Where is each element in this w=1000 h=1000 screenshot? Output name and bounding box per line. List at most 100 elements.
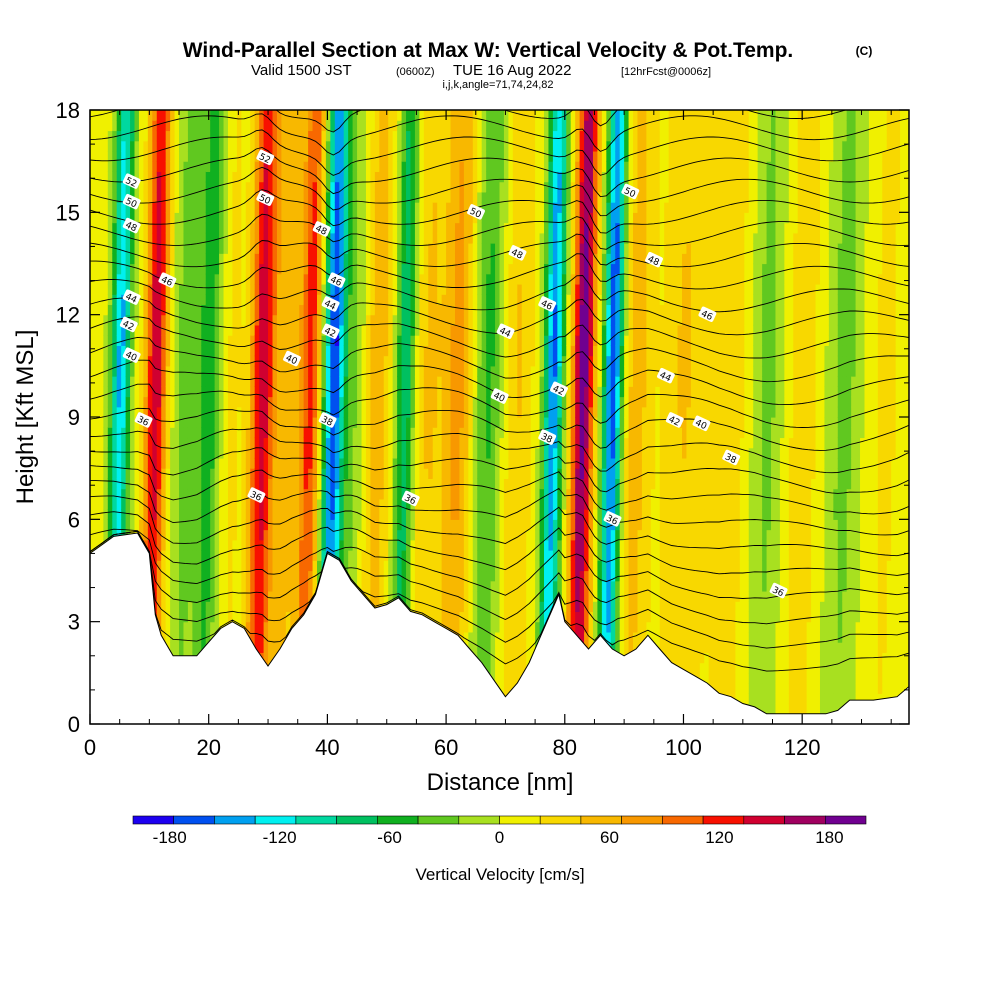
w-cell [428, 376, 434, 387]
w-cell [379, 314, 385, 326]
w-cell [285, 345, 291, 357]
w-cell [294, 457, 300, 469]
w-cell [285, 509, 291, 520]
w-cell [259, 550, 265, 561]
w-cell [236, 386, 242, 398]
w-cell [219, 294, 225, 306]
w-cell [205, 457, 211, 469]
w-cell [245, 161, 251, 172]
w-cell [214, 314, 220, 326]
w-cell [138, 478, 145, 490]
w-cell [361, 539, 367, 551]
w-cell [303, 263, 309, 275]
w-cell [98, 376, 104, 387]
w-cell [259, 642, 265, 653]
w-cell [428, 539, 434, 551]
w-cell [441, 468, 447, 479]
w-cell [454, 222, 461, 234]
w-cell [450, 580, 456, 592]
w-cell [352, 191, 358, 203]
w-cell [174, 304, 180, 316]
w-cell [285, 406, 291, 418]
w-cell [259, 611, 265, 623]
w-cell [116, 253, 122, 265]
w-cell [121, 437, 127, 449]
w-cell [414, 529, 420, 541]
w-cell [303, 539, 309, 551]
w-cell [392, 437, 398, 449]
w-cell [227, 417, 234, 428]
w-cell [330, 345, 336, 357]
w-cell [241, 355, 247, 367]
w-cell [192, 478, 198, 490]
w-cell [223, 519, 229, 531]
w-cell [147, 529, 153, 541]
w-cell [94, 478, 100, 490]
w-cell [254, 304, 260, 316]
w-cell [388, 570, 394, 582]
w-cell [423, 365, 429, 377]
w-cell [192, 437, 198, 449]
w-cell [299, 376, 305, 387]
w-cell [339, 478, 345, 490]
w-cell [165, 406, 171, 418]
w-cell [103, 283, 109, 295]
w-cell [281, 263, 287, 275]
w-cell [107, 232, 113, 244]
w-cell [303, 171, 309, 183]
w-cell [281, 283, 287, 295]
w-cell [174, 488, 180, 500]
w-cell [352, 140, 358, 152]
w-cell [383, 273, 389, 285]
w-cell [236, 120, 242, 132]
w-cell [437, 181, 443, 193]
w-cell [374, 120, 380, 132]
w-cell [348, 406, 354, 418]
w-cell [143, 263, 149, 275]
w-cell [450, 529, 456, 541]
w-cell [281, 417, 287, 428]
w-cell [219, 324, 225, 336]
w-cell [201, 601, 207, 613]
w-cell [370, 222, 376, 234]
w-cell [107, 519, 113, 531]
w-cell [174, 120, 180, 132]
w-cell [174, 335, 180, 346]
w-cell [423, 601, 429, 613]
w-cell [156, 283, 162, 295]
w-cell [210, 150, 216, 162]
w-cell [281, 150, 287, 162]
w-cell [223, 539, 229, 551]
w-cell [116, 273, 122, 285]
w-cell [317, 447, 323, 459]
w-cell [236, 417, 242, 428]
w-cell [223, 406, 229, 418]
w-cell [245, 212, 251, 224]
w-cell [374, 150, 380, 162]
w-cell [116, 447, 122, 459]
w-cell [210, 355, 216, 367]
w-cell [227, 611, 234, 623]
w-cell [165, 437, 171, 449]
w-cell [365, 222, 372, 234]
w-cell [312, 130, 318, 142]
w-cell [290, 447, 296, 459]
w-cell [192, 509, 198, 520]
w-cell [236, 232, 242, 244]
w-cell [352, 468, 358, 479]
w-cell [138, 468, 145, 479]
w-cell [152, 468, 158, 479]
w-cell [392, 150, 398, 162]
w-cell [236, 590, 242, 602]
w-cell [219, 611, 225, 623]
w-cell [321, 253, 327, 265]
w-cell [187, 642, 193, 653]
w-cell [116, 365, 122, 377]
w-cell [147, 406, 153, 418]
w-cell [170, 529, 176, 541]
w-cell [205, 580, 211, 592]
w-cell [107, 345, 113, 357]
w-cell [450, 509, 456, 520]
w-cell [428, 509, 434, 520]
w-cell [285, 243, 291, 254]
